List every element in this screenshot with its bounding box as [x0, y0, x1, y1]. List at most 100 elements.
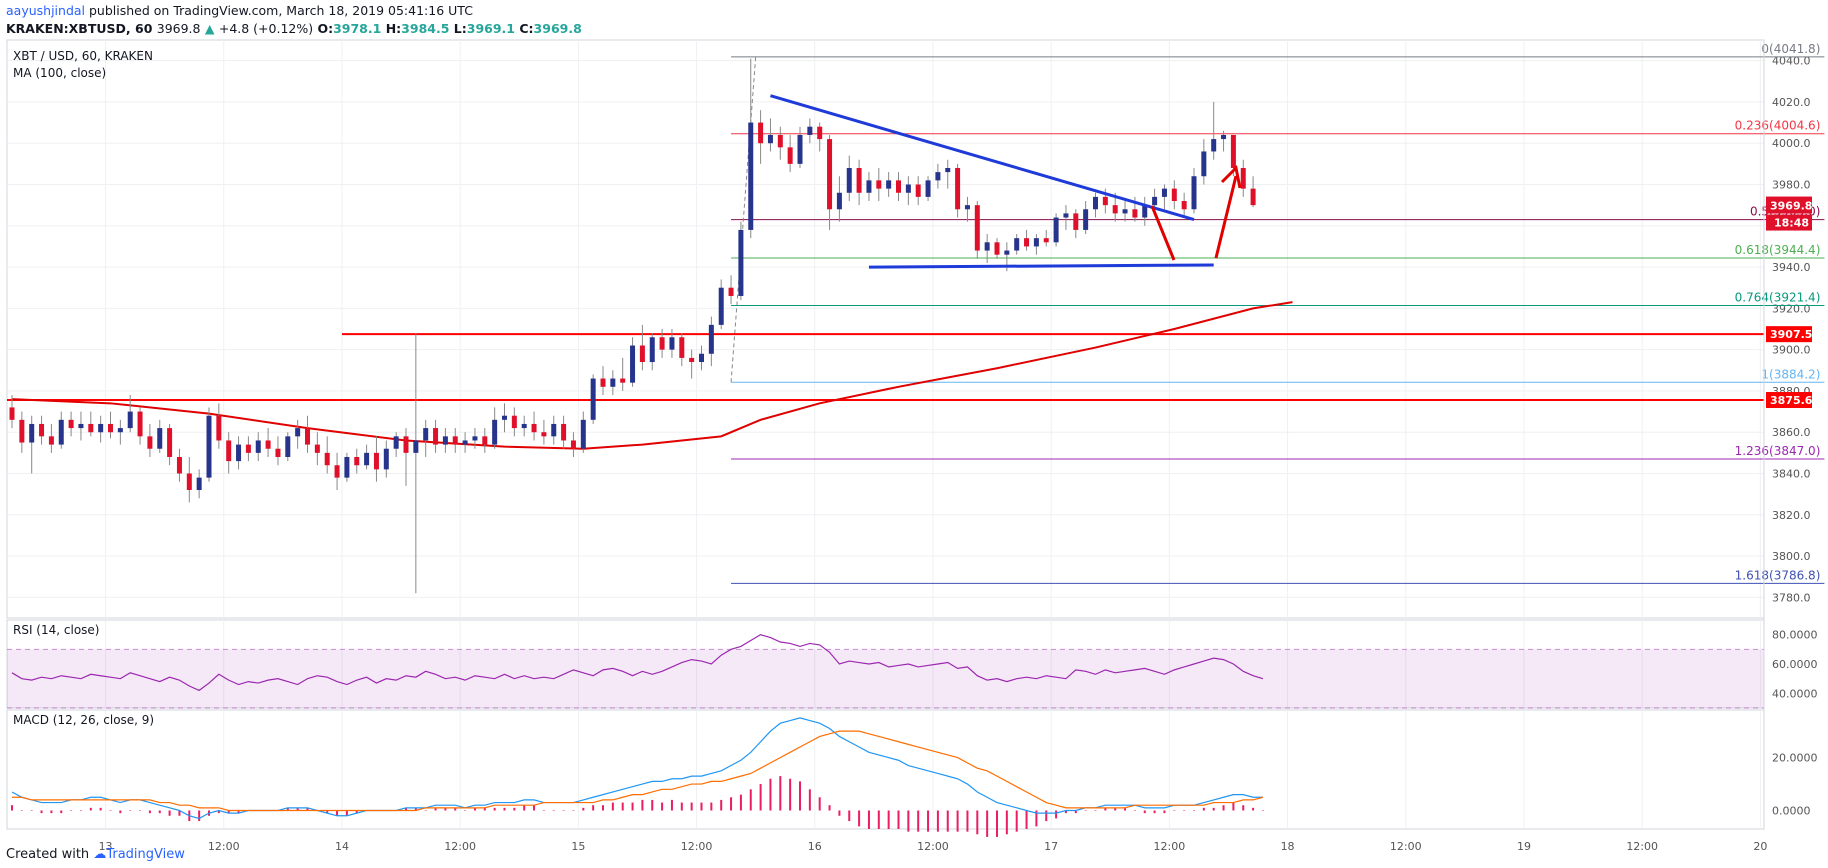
macd-histogram-bar: [1261, 810, 1264, 811]
x-tick-label: 13: [99, 840, 113, 853]
candle-body: [1161, 188, 1167, 197]
candle-body: [836, 192, 842, 210]
macd-histogram-bar: [464, 810, 467, 811]
candle-body: [925, 180, 931, 197]
candle-body: [984, 242, 990, 251]
candle-body: [659, 337, 665, 350]
macd-histogram-bar: [542, 810, 545, 811]
macd-histogram-bar: [867, 810, 870, 829]
candle-body: [1004, 250, 1010, 255]
macd-histogram-bar: [602, 805, 604, 811]
ma100-line: [11, 301, 1293, 450]
candle-body: [1211, 139, 1217, 152]
macd-histogram-bar: [720, 799, 723, 811]
macd-histogram-bar: [168, 810, 171, 816]
candle-body: [413, 440, 419, 453]
macd-histogram-bar: [789, 778, 792, 811]
candle-body: [1250, 188, 1256, 206]
macd-histogram-bar: [936, 810, 939, 832]
macd-histogram-bar: [1064, 810, 1067, 814]
countdown-tag: [1766, 214, 1812, 231]
y-tick-label: 3780.0: [1772, 591, 1811, 604]
candle-body: [58, 419, 64, 445]
candle-body: [896, 180, 901, 193]
macd-histogram-bar: [1202, 807, 1205, 811]
candle-body: [1083, 209, 1089, 230]
candle-body: [1152, 196, 1158, 206]
macd-histogram-bar: [562, 810, 565, 811]
fib-level-label: 0.764(3921.4): [1735, 290, 1821, 304]
macd-histogram-bar: [326, 810, 329, 814]
candle-body: [974, 205, 980, 251]
candle-body: [817, 126, 823, 140]
macd-histogram-bar: [1114, 807, 1117, 811]
macd-histogram-bar: [1025, 810, 1028, 829]
macd-histogram-bar: [1055, 810, 1058, 819]
low-value: 3969.1: [466, 21, 515, 36]
macd-histogram-bar: [483, 807, 486, 811]
macd-histogram-bar: [30, 810, 33, 811]
high-label: H:: [385, 21, 402, 36]
macd-histogram-bar: [286, 807, 289, 811]
candle-body: [9, 407, 15, 420]
macd-histogram-bar: [70, 810, 73, 811]
y-tick-label: 3980.0: [1772, 179, 1811, 192]
macd-histogram-bar: [1074, 810, 1077, 814]
macd-histogram-bar: [99, 807, 102, 811]
macd-histogram-bar: [661, 802, 664, 811]
candle-body: [196, 477, 202, 491]
candle-body: [393, 436, 399, 449]
candle-body: [679, 337, 685, 358]
candle-body: [1201, 151, 1207, 177]
macd-histogram-bar: [1015, 810, 1018, 832]
y-tick-label: 3900.0: [1772, 344, 1811, 357]
macd-histogram-bar: [818, 797, 821, 811]
macd-histogram-bar: [907, 810, 910, 832]
candle-body: [1024, 238, 1030, 247]
candle-body: [846, 167, 852, 193]
candle-body: [433, 428, 439, 445]
close-label: C:: [519, 21, 534, 36]
macd-histogram-bar: [769, 778, 772, 811]
candle-body: [669, 337, 675, 350]
candle-body: [521, 423, 527, 429]
candle-body: [39, 423, 45, 437]
candle-body: [531, 423, 537, 433]
price-tag-label: 3875.6: [1770, 394, 1813, 407]
author-link[interactable]: aayushjindal: [6, 3, 86, 18]
y-tick-label: 3940.0: [1772, 261, 1811, 274]
macd-histogram-bar: [1084, 810, 1087, 811]
macd-histogram-bar: [1193, 810, 1195, 811]
macd-histogram-bar: [976, 810, 979, 835]
candle-body: [29, 423, 35, 443]
candle-body: [314, 444, 320, 453]
macd-histogram-bar: [877, 810, 880, 829]
candle-body: [265, 440, 271, 449]
candle-body: [570, 440, 576, 449]
x-tick-label: 18: [1281, 840, 1295, 853]
macd-histogram-bar: [651, 799, 654, 811]
fib-level-label: 1(3884.2): [1761, 367, 1820, 381]
x-tick-label: 17: [1044, 840, 1058, 853]
macd-histogram-bar: [20, 810, 23, 811]
candle-body: [876, 180, 882, 189]
candle-body: [1112, 205, 1118, 214]
macd-pane: [6, 709, 1765, 830]
macd-histogram-bar: [739, 794, 742, 811]
candle-body: [630, 345, 636, 383]
macd-histogram-bar: [680, 802, 683, 811]
macd-histogram-bar: [749, 789, 752, 811]
macd-histogram-bar: [1183, 810, 1186, 811]
candle-body: [482, 436, 488, 445]
candle-body: [334, 465, 340, 478]
macd-histogram-bar: [493, 807, 496, 811]
macd-histogram-bar: [897, 810, 900, 829]
candle-body: [945, 167, 951, 173]
candle-body: [639, 345, 645, 363]
macd-histogram-bar: [838, 810, 841, 816]
candle-body: [98, 423, 104, 433]
y-tick-label: 3800.0: [1772, 550, 1811, 563]
candle-body: [255, 440, 261, 453]
tradingview-link[interactable]: TradingView: [106, 847, 185, 862]
